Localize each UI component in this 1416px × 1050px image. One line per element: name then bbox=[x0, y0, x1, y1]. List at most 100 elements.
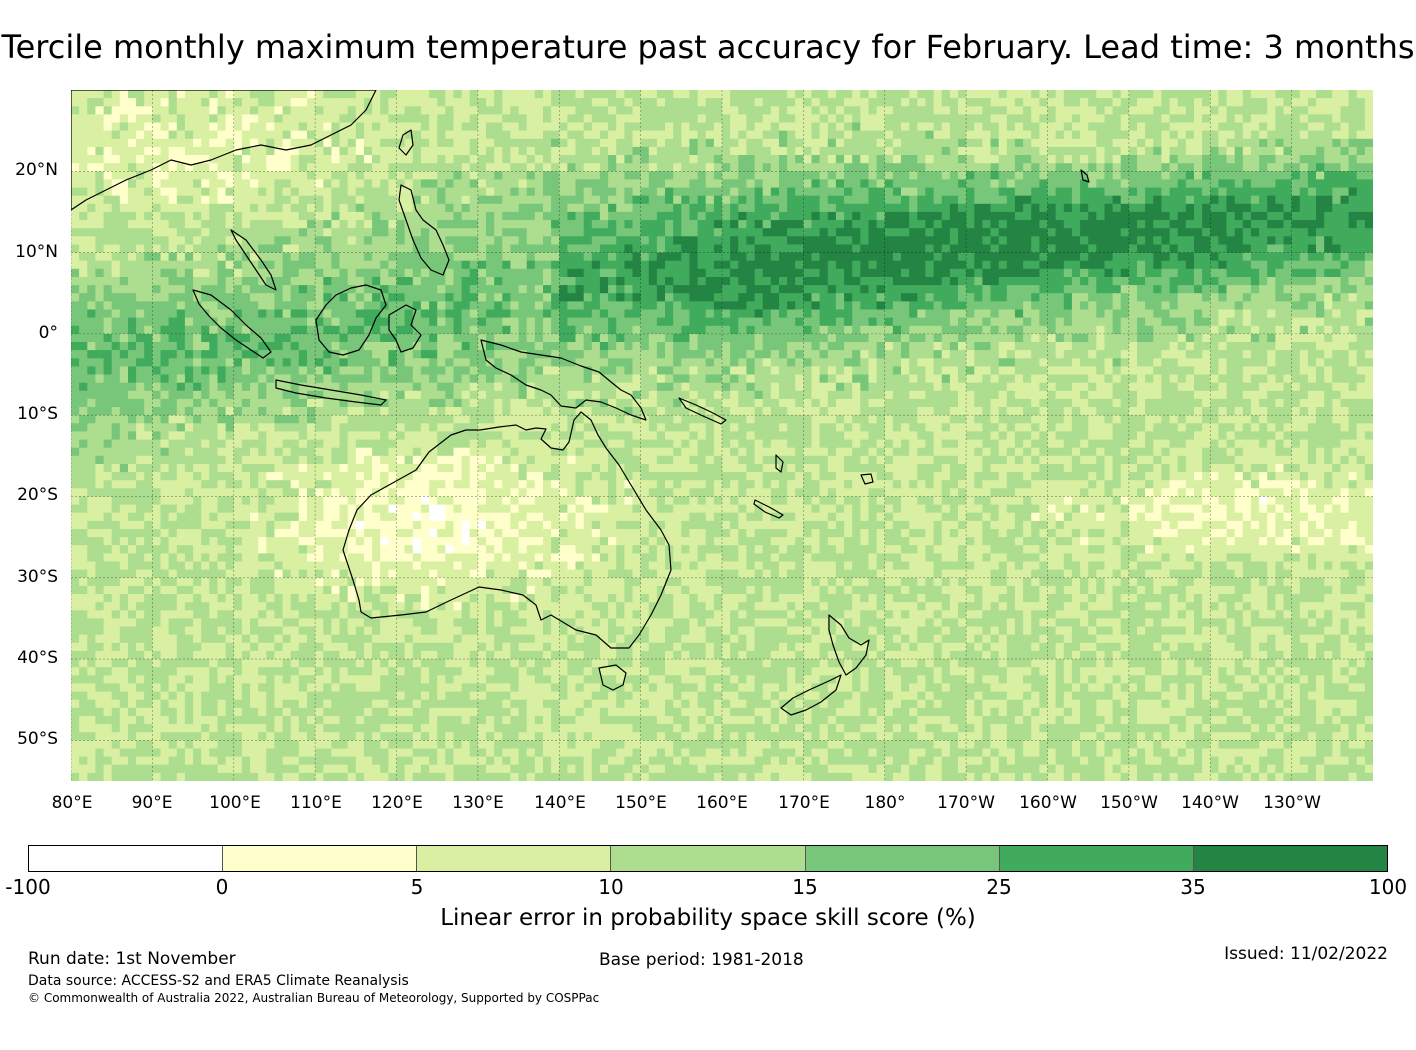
skill-cell bbox=[71, 285, 80, 294]
skill-cell bbox=[1177, 171, 1187, 180]
skill-cell bbox=[901, 211, 910, 221]
skill-cell bbox=[404, 325, 414, 335]
skill-cell bbox=[892, 130, 902, 140]
skill-cell bbox=[461, 195, 471, 205]
skill-cell bbox=[323, 138, 332, 148]
skill-cell bbox=[128, 285, 137, 294]
skill-cell bbox=[502, 228, 511, 237]
skill-cell bbox=[860, 301, 869, 311]
skill-cell bbox=[1332, 106, 1341, 115]
skill-cell bbox=[1055, 277, 1065, 286]
skill-cell bbox=[1177, 211, 1187, 221]
skill-cell bbox=[1161, 155, 1171, 164]
skill-cell bbox=[1161, 285, 1171, 294]
skill-cell bbox=[144, 179, 153, 189]
skill-cell bbox=[1120, 211, 1130, 221]
skill-cell bbox=[111, 293, 121, 302]
skill-cell bbox=[274, 309, 284, 319]
skill-cell bbox=[795, 301, 804, 311]
skill-cell bbox=[461, 244, 471, 254]
skill-cell bbox=[331, 301, 341, 311]
skill-cell bbox=[1242, 285, 1252, 294]
skill-cell bbox=[616, 146, 625, 156]
skill-cell bbox=[1177, 325, 1187, 335]
skill-cell bbox=[1210, 98, 1219, 107]
skill-cell bbox=[250, 342, 259, 351]
skill-cell bbox=[1307, 90, 1317, 99]
skill-cell bbox=[486, 122, 495, 132]
skill-cell bbox=[958, 187, 967, 197]
skill-cell bbox=[1031, 325, 1040, 335]
skill-cell bbox=[1267, 146, 1276, 156]
skill-cell bbox=[909, 146, 918, 156]
skill-cell bbox=[852, 301, 861, 311]
skill-cell bbox=[1120, 260, 1130, 270]
skill-cell bbox=[201, 90, 210, 99]
skill-cell bbox=[1291, 130, 1301, 140]
skill-cell bbox=[282, 130, 292, 140]
skill-cell bbox=[917, 301, 926, 311]
skill-cell bbox=[298, 260, 308, 270]
skill-cell bbox=[404, 228, 414, 237]
skill-cell bbox=[1218, 301, 1228, 311]
skill-cell bbox=[307, 252, 316, 262]
skill-cell bbox=[323, 211, 332, 221]
skill-cell bbox=[494, 252, 503, 262]
skill-cell bbox=[1226, 244, 1236, 254]
skill-cell bbox=[827, 163, 837, 172]
skill-cell bbox=[1356, 195, 1366, 205]
skill-cell bbox=[453, 195, 463, 205]
skill-cell bbox=[1234, 106, 1244, 115]
skill-cell bbox=[1218, 325, 1228, 335]
skill-cell bbox=[844, 220, 853, 229]
skill-cell bbox=[616, 138, 625, 148]
skill-cell bbox=[534, 146, 544, 156]
skill-cell bbox=[591, 171, 601, 180]
skill-cell bbox=[1210, 114, 1219, 124]
skill-cell bbox=[673, 211, 682, 221]
skill-cell bbox=[168, 236, 178, 245]
skill-cell bbox=[388, 285, 398, 294]
skill-cell bbox=[1242, 260, 1252, 270]
skill-cell bbox=[876, 98, 886, 107]
skill-cell bbox=[1137, 106, 1146, 115]
skill-cell bbox=[803, 138, 813, 148]
skill-cell bbox=[958, 203, 967, 213]
skill-cell bbox=[1185, 163, 1195, 172]
skill-cell bbox=[1291, 317, 1301, 327]
skill-cell bbox=[266, 114, 275, 124]
skill-cell bbox=[103, 301, 113, 311]
skill-cell bbox=[819, 114, 829, 124]
skill-cell bbox=[217, 301, 227, 311]
skill-cell bbox=[1153, 203, 1162, 213]
skill-cell bbox=[128, 252, 137, 262]
skill-cell bbox=[1014, 285, 1024, 294]
skill-cell bbox=[420, 163, 430, 172]
skill-cell bbox=[388, 114, 398, 124]
skill-cell bbox=[1120, 293, 1130, 302]
skill-cell bbox=[1104, 179, 1114, 189]
skill-cell bbox=[526, 260, 536, 270]
skill-cell bbox=[1177, 163, 1187, 172]
skill-cell bbox=[990, 309, 1000, 319]
skill-cell bbox=[632, 317, 642, 327]
skill-cell bbox=[534, 260, 544, 270]
skill-cell bbox=[331, 187, 341, 197]
skill-cell bbox=[925, 106, 935, 115]
skill-cell bbox=[933, 163, 943, 172]
skill-cell bbox=[1047, 325, 1057, 335]
skill-cell bbox=[892, 138, 902, 148]
skill-cell bbox=[518, 220, 528, 229]
skill-cell bbox=[990, 268, 1000, 278]
skill-cell bbox=[1055, 179, 1065, 189]
skill-cell bbox=[184, 260, 194, 270]
skill-cell bbox=[1340, 293, 1350, 302]
skill-cell bbox=[282, 252, 292, 262]
skill-cell bbox=[160, 106, 170, 115]
skill-cell bbox=[420, 187, 430, 197]
skill-cell bbox=[665, 138, 674, 148]
skill-cell bbox=[144, 163, 153, 172]
skill-cell bbox=[119, 98, 129, 107]
skill-cell bbox=[1250, 163, 1260, 172]
skill-cell bbox=[1063, 187, 1073, 197]
